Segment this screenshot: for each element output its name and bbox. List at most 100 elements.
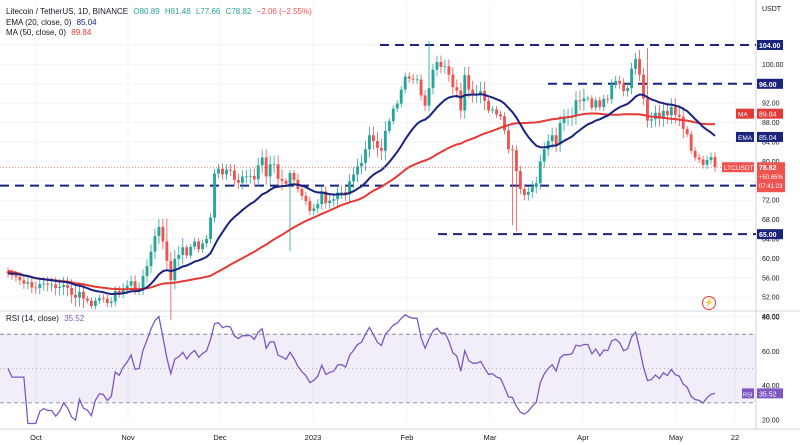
candle-body (602, 98, 606, 108)
candle-body (606, 98, 610, 100)
candle (185, 244, 189, 259)
ma-legend-label: MA (50, close, 0) (6, 28, 67, 37)
candle-body (574, 100, 578, 116)
price-tick-label: 88.00 (762, 120, 780, 127)
candle (217, 163, 220, 179)
ema-legend[interactable]: EMA (20, close, 0) 85.04 (6, 18, 100, 28)
candle-body (205, 239, 209, 244)
ma-tag-label: MA (738, 112, 748, 119)
candle-body (30, 282, 34, 288)
candle-body (340, 191, 344, 193)
candle-body (491, 109, 495, 111)
candle (312, 203, 316, 216)
candle-body (232, 170, 236, 180)
ma-legend[interactable]: MA (50, close, 0) 89.84 (6, 28, 94, 38)
candle-body (554, 135, 558, 145)
candle-body (534, 183, 538, 188)
candle-body (431, 69, 435, 89)
candle (360, 154, 363, 175)
candle (507, 126, 510, 154)
candle-body (630, 68, 634, 89)
candle-body (614, 80, 618, 84)
candle-body (669, 107, 673, 116)
candle (665, 102, 669, 124)
candle (276, 155, 280, 188)
candle-body (58, 287, 62, 288)
rsi-band (0, 334, 756, 403)
price-tick-label: 60.00 (762, 256, 780, 263)
candle (403, 72, 407, 94)
candle (34, 281, 38, 295)
level-badge (757, 229, 783, 240)
candle (177, 245, 181, 268)
time-tick-label: Mar (484, 433, 497, 442)
candle-body (463, 75, 467, 111)
candle (328, 194, 332, 209)
candle (590, 95, 594, 111)
candle-body (221, 168, 224, 175)
candle-body (582, 98, 586, 102)
lightning-icon[interactable]: ⚡ (702, 296, 716, 310)
candle (316, 199, 320, 214)
candle-body (18, 276, 22, 281)
candle (447, 59, 451, 82)
candle-body (411, 78, 415, 80)
candle-body (471, 89, 475, 94)
candle (22, 275, 26, 289)
candle-body (530, 187, 534, 192)
candle (713, 152, 717, 172)
symbol-title[interactable]: Litecoin / TetherUS, 1D, BINANCE (6, 7, 129, 16)
candle-body (467, 75, 471, 90)
candle (205, 234, 209, 248)
candle (395, 100, 399, 112)
rsi-tag-label: RSI (743, 392, 753, 398)
candle (348, 174, 352, 202)
candle-body (288, 173, 292, 184)
high-value: H81.48 (164, 7, 191, 16)
candle-body (177, 255, 181, 259)
candle (701, 155, 705, 169)
candle (256, 157, 260, 188)
candle (435, 55, 439, 76)
candle (646, 47, 649, 128)
candle (427, 41, 431, 112)
candle-body (399, 89, 403, 104)
candle-body (594, 100, 598, 108)
candle-body (328, 200, 332, 204)
candle (479, 81, 483, 104)
candle-body (391, 108, 395, 122)
candle (181, 237, 185, 265)
candle (117, 285, 121, 298)
candle (511, 144, 514, 226)
candle-body (423, 95, 427, 106)
candle-body (300, 189, 304, 196)
rsi-legend[interactable]: RSI (14, close) 35.52 (6, 314, 87, 324)
candle-body (542, 149, 546, 162)
candle (153, 228, 157, 260)
candle (149, 244, 153, 274)
candle-body (93, 300, 97, 306)
candle-body (189, 246, 193, 256)
time-tick-label: 22 (731, 433, 739, 442)
candle (522, 183, 526, 201)
candle-body (78, 291, 81, 298)
candle (165, 218, 169, 270)
time-tick-label: Feb (401, 433, 414, 442)
candle (443, 59, 447, 74)
candle-body (626, 88, 630, 92)
candle-body (713, 157, 717, 168)
candle-body (244, 176, 248, 178)
last-price-value: 78.82 (759, 165, 777, 172)
candle (634, 52, 637, 75)
candle-body (511, 149, 514, 151)
candle (538, 154, 542, 190)
candle (236, 173, 240, 190)
candle-body (308, 201, 312, 211)
candle (518, 166, 522, 195)
candle-body (610, 83, 614, 100)
candle (669, 98, 673, 125)
time-tick-label: May (669, 433, 683, 442)
candle (661, 102, 665, 127)
candle (689, 131, 693, 154)
